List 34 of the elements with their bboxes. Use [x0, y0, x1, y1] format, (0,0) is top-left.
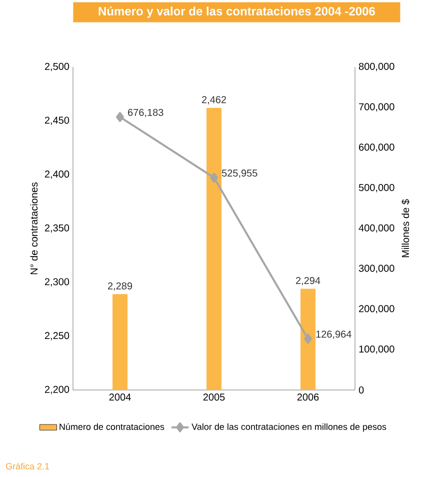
x-tick-label: 2005 — [203, 394, 225, 401]
y-axis-title: N° de contrataciones — [30, 182, 38, 274]
data-label: 2,294 — [296, 277, 320, 286]
y2-tick-label: 500,000 — [358, 184, 394, 192]
y2-tick-label: 0 — [358, 386, 364, 394]
legend-label: Número de contrataciones — [60, 423, 164, 430]
y-tick-label: 2,350 — [44, 224, 70, 233]
y-tick-label: 2,400 — [44, 170, 70, 179]
chart-title: Número y valor de las contrataciones 2004 -2006 — [98, 6, 375, 18]
legend-label: Valor de las contrataciones en millones de pesos — [192, 423, 386, 432]
y2-tick-label: 800,000 — [358, 62, 394, 72]
x-tick-label: 2004 — [109, 394, 131, 401]
y2-tick-label: 300,000 — [358, 264, 394, 274]
y2-tick-label: 200,000 — [359, 305, 394, 314]
y2-tick-label: 600,000 — [359, 144, 394, 152]
y2-tick-label: 100,000 — [359, 345, 394, 354]
data-label: 676,183 — [128, 108, 164, 118]
text: Gráfica 2.1 — [6, 462, 50, 470]
y2-tick-label: 700,000 — [359, 103, 394, 112]
y-tick-label: 2,250 — [44, 332, 70, 340]
y2-tick-label: 400,000 — [358, 224, 394, 233]
y-tick-label: 2,450 — [44, 116, 70, 125]
y-tick-label: 2,300 — [44, 278, 70, 286]
y-tick-label: 2,200 — [44, 386, 70, 394]
y-tick-label: 2,500 — [44, 62, 70, 72]
point — [210, 172, 218, 183]
data-label: 2,289 — [108, 282, 132, 291]
x-tick-label: 2006 — [297, 394, 319, 401]
point — [116, 112, 124, 122]
y2-axis-title: Millones de $ — [402, 199, 410, 258]
data-label: 525,955 — [222, 170, 258, 178]
data-label: 2,462 — [202, 96, 226, 104]
point — [304, 334, 312, 344]
data-label: 126,964 — [316, 330, 352, 339]
